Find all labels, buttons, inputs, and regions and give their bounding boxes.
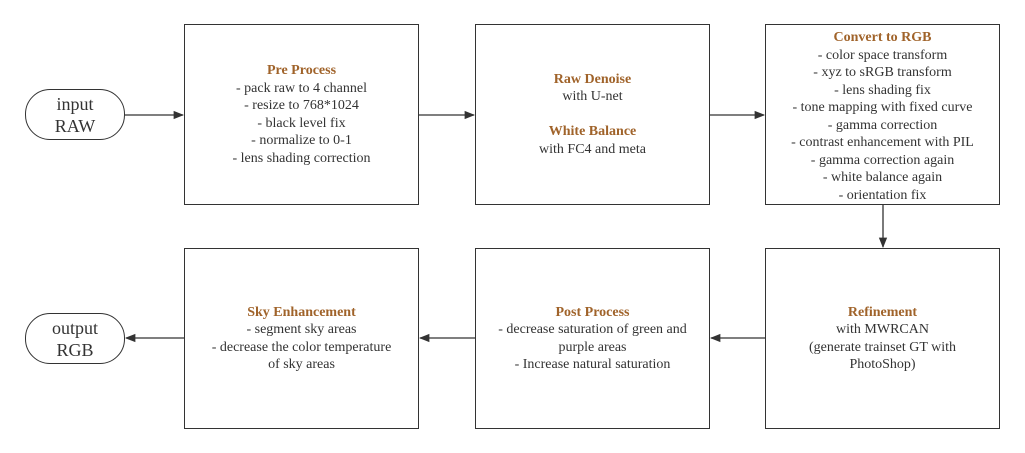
post-process-line: - decrease saturation of green and xyxy=(498,322,687,337)
raw-denoise-title: Raw Denoise xyxy=(553,71,632,87)
refinement-line: (generate trainset GT with xyxy=(808,339,957,355)
input-raw-terminal: input RAW xyxy=(25,89,125,140)
convert-rgb-line: - lens shading fix xyxy=(834,82,931,98)
sky-enhancement-line: - segment sky areas xyxy=(246,322,357,337)
sky-enhancement-title: Sky Enhancement xyxy=(247,304,356,320)
output-rgb-terminal: output RGB xyxy=(25,313,125,364)
refinement-box: Refinement with MWRCAN (generate trainse… xyxy=(765,248,1000,429)
pre-process-line: - resize to 768*1024 xyxy=(244,98,359,113)
white-balance-subtitle: with FC4 and meta xyxy=(539,141,646,157)
refinement-line: with MWRCAN xyxy=(836,322,929,337)
input-terminal-line1: input xyxy=(56,93,94,114)
convert-to-rgb-box: Convert to RGB - color space transform -… xyxy=(765,24,1000,205)
pre-process-line: - lens shading correction xyxy=(232,150,371,166)
post-process-line: purple areas xyxy=(558,339,627,355)
convert-rgb-line: - color space transform xyxy=(817,47,948,63)
convert-rgb-line: - contrast enhancement with PIL xyxy=(791,135,974,150)
post-process-line: - Increase natural saturation xyxy=(514,357,671,372)
output-terminal-line2: RGB xyxy=(56,339,94,360)
white-balance-title: White Balance xyxy=(548,124,637,140)
convert-rgb-line: - xyz to sRGB transform xyxy=(813,65,952,80)
sky-enhancement-box: Sky Enhancement - segment sky areas - de… xyxy=(184,248,419,429)
pre-process-line: - black level fix xyxy=(257,115,346,131)
convert-rgb-line: - gamma correction xyxy=(827,117,938,133)
convert-rgb-line: - white balance again xyxy=(822,170,943,185)
refinement-title: Refinement xyxy=(847,304,918,320)
convert-rgb-line: - tone mapping with fixed curve xyxy=(792,100,973,115)
post-process-box: Post Process - decrease saturation of gr… xyxy=(475,248,710,429)
sky-enhancement-line: of sky areas xyxy=(268,357,335,372)
pre-process-box: Pre Process - pack raw to 4 channel - re… xyxy=(184,24,419,205)
raw-denoise-subtitle: with U-net xyxy=(562,89,623,105)
pre-process-line: - normalize to 0-1 xyxy=(251,133,352,148)
output-terminal-line1: output xyxy=(51,317,98,338)
convert-rgb-line: - orientation fix xyxy=(838,187,927,203)
convert-rgb-title: Convert to RGB xyxy=(833,30,932,45)
post-process-title: Post Process xyxy=(555,304,630,320)
pre-process-title: Pre Process xyxy=(266,63,337,78)
sky-enhancement-line: - decrease the color temperature xyxy=(211,339,392,355)
input-terminal-line2: RAW xyxy=(54,115,96,136)
convert-rgb-line: - gamma correction again xyxy=(810,152,955,168)
pre-process-line: - pack raw to 4 channel xyxy=(236,80,367,96)
denoise-white-balance-box: Raw Denoise with U-net White Balance wit… xyxy=(475,24,710,205)
refinement-line: PhotoShop) xyxy=(849,357,916,372)
